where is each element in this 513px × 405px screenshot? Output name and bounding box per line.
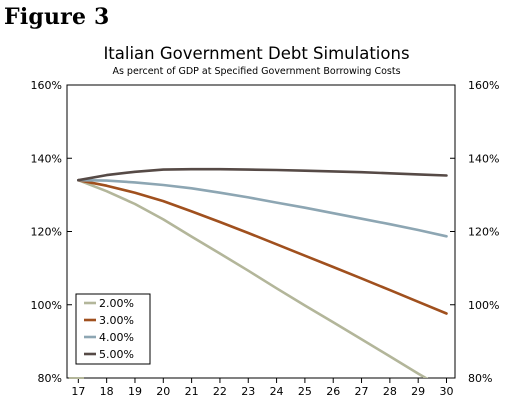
figure-label: Figure 3 xyxy=(4,4,110,30)
x-tick-label: 28 xyxy=(383,385,397,398)
x-tick-label: 19 xyxy=(128,385,142,398)
chart-title: Italian Government Debt Simulations xyxy=(103,44,410,63)
x-tick-label: 18 xyxy=(100,385,114,398)
y-ticks-right: 80% 100% 120% 140% 160% xyxy=(450,79,499,385)
y-tick-label-left: 160% xyxy=(31,79,62,92)
series-line-300 xyxy=(77,178,448,315)
y-tick-label-right: 120% xyxy=(468,226,499,239)
y-tick-label-left: 140% xyxy=(31,152,62,165)
x-tick-label: 23 xyxy=(241,385,255,398)
x-tick-label: 25 xyxy=(298,385,312,398)
y-tick-label-left: 80% xyxy=(38,372,62,385)
y-tick-label-right: 100% xyxy=(468,299,499,312)
legend-box xyxy=(75,293,151,365)
y-tick-label-left: 120% xyxy=(31,226,62,239)
x-tick-label: 22 xyxy=(213,385,227,398)
legend-label: 4.00% xyxy=(99,331,134,344)
y-tick-label-right: 160% xyxy=(468,79,499,92)
legend-label: 5.00% xyxy=(99,348,134,361)
y-tick-label-right: 80% xyxy=(468,372,492,385)
series-lines xyxy=(77,167,448,378)
x-tick-label: 20 xyxy=(156,385,170,398)
x-tick-label: 24 xyxy=(270,385,284,398)
series-line-500 xyxy=(77,167,448,182)
x-tick-label: 21 xyxy=(185,385,199,398)
x-tick-label: 30 xyxy=(440,385,454,398)
x-ticks: 17 18 19 20 21 22 23 24 25 26 27 28 29 30 xyxy=(69,377,454,398)
legend: 2.00% 3.00% 4.00% 5.00% xyxy=(75,293,151,365)
series-line-400 xyxy=(77,178,448,238)
x-tick-label: 27 xyxy=(355,385,369,398)
legend-label: 2.00% xyxy=(99,297,134,310)
chart-subtitle: As percent of GDP at Specified Governmen… xyxy=(112,66,401,77)
x-tick-label: 29 xyxy=(411,385,425,398)
x-tick-label: 26 xyxy=(326,385,340,398)
x-tick-label: 17 xyxy=(71,385,85,398)
series-line-200 xyxy=(77,178,429,378)
legend-label: 3.00% xyxy=(99,314,134,327)
y-tick-label-left: 100% xyxy=(31,299,62,312)
y-tick-label-right: 140% xyxy=(468,152,499,165)
y-ticks-left: 80% 100% 120% 140% 160% xyxy=(31,79,72,385)
